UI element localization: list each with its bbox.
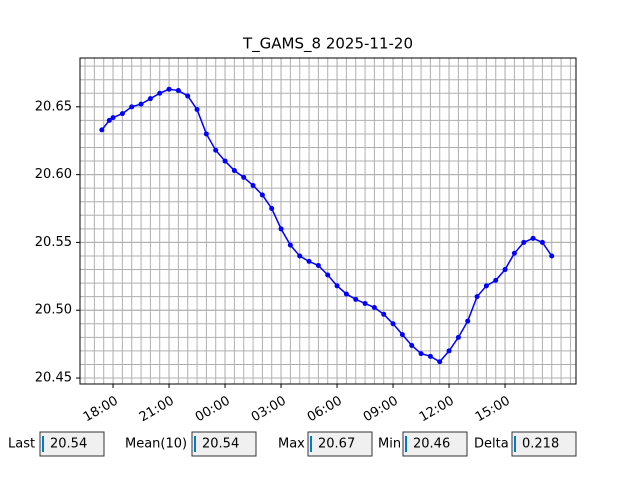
point bbox=[455, 334, 461, 340]
point bbox=[306, 258, 312, 264]
point bbox=[511, 250, 517, 256]
x-tick-label: 15:00 bbox=[473, 394, 513, 426]
point bbox=[119, 111, 125, 117]
point bbox=[231, 168, 237, 174]
point bbox=[138, 101, 144, 107]
point bbox=[259, 192, 265, 198]
point bbox=[530, 235, 536, 241]
point bbox=[427, 353, 433, 359]
point bbox=[241, 174, 247, 180]
point bbox=[437, 359, 443, 365]
x-tick-label: 06:00 bbox=[305, 394, 345, 426]
y-tick-label: 20.55 bbox=[35, 235, 72, 250]
point bbox=[185, 93, 191, 99]
stat-box bbox=[402, 431, 468, 457]
plot-frame bbox=[79, 57, 577, 385]
stat-value: 0.218 bbox=[522, 437, 559, 452]
point bbox=[297, 253, 303, 259]
stat-label: Mean(10) bbox=[125, 437, 187, 452]
point bbox=[493, 277, 499, 283]
point bbox=[278, 226, 284, 232]
point bbox=[465, 318, 471, 324]
point bbox=[353, 296, 359, 302]
stat-box bbox=[191, 431, 257, 457]
point bbox=[502, 267, 508, 273]
stat-box bbox=[39, 431, 105, 457]
point bbox=[269, 206, 275, 212]
point bbox=[483, 283, 489, 289]
chart-title: T_GAMS_8 2025-11-20 bbox=[242, 35, 413, 54]
point bbox=[399, 332, 405, 338]
point bbox=[157, 90, 163, 96]
x-tick-label: 18:00 bbox=[81, 394, 121, 426]
point bbox=[106, 117, 112, 123]
stat-label: Max bbox=[278, 437, 305, 452]
point bbox=[549, 253, 555, 259]
point bbox=[418, 351, 424, 357]
point bbox=[409, 342, 415, 348]
point bbox=[99, 127, 105, 133]
x-tick-label: 03:00 bbox=[249, 394, 289, 426]
stat-box bbox=[307, 431, 373, 457]
stat-box bbox=[511, 431, 577, 457]
point bbox=[521, 239, 527, 245]
x-tick-label: 09:00 bbox=[361, 394, 401, 426]
point bbox=[287, 242, 293, 248]
point bbox=[175, 88, 181, 94]
stat-value: 20.67 bbox=[318, 437, 355, 452]
point bbox=[315, 262, 321, 268]
point bbox=[325, 272, 331, 278]
point bbox=[474, 294, 480, 300]
point bbox=[343, 291, 349, 297]
point bbox=[371, 305, 377, 311]
point bbox=[250, 182, 256, 188]
point bbox=[390, 321, 396, 327]
point bbox=[110, 115, 116, 121]
y-tick-label: 20.50 bbox=[35, 303, 72, 318]
stat-value: 20.46 bbox=[413, 437, 450, 452]
point bbox=[203, 131, 209, 137]
stat-label: Min bbox=[378, 437, 401, 452]
y-tick-label: 20.65 bbox=[35, 99, 72, 114]
y-tick-label: 20.60 bbox=[35, 167, 72, 182]
point bbox=[166, 86, 172, 92]
point bbox=[381, 311, 387, 317]
y-tick-label: 20.45 bbox=[35, 371, 72, 386]
point bbox=[194, 107, 200, 113]
point bbox=[213, 147, 219, 153]
point bbox=[222, 158, 228, 164]
point bbox=[129, 104, 135, 110]
stat-value: 20.54 bbox=[50, 437, 87, 452]
point bbox=[539, 239, 545, 245]
x-tick-label: 00:00 bbox=[193, 394, 233, 426]
x-tick-label: 21:00 bbox=[137, 394, 177, 426]
point bbox=[147, 96, 153, 102]
point bbox=[446, 348, 452, 354]
stat-label: Last bbox=[8, 437, 35, 452]
point bbox=[334, 283, 340, 289]
x-tick-label: 12:00 bbox=[417, 394, 457, 426]
stat-label: Delta bbox=[474, 437, 509, 452]
stat-value: 20.54 bbox=[202, 437, 239, 452]
point bbox=[362, 300, 368, 306]
